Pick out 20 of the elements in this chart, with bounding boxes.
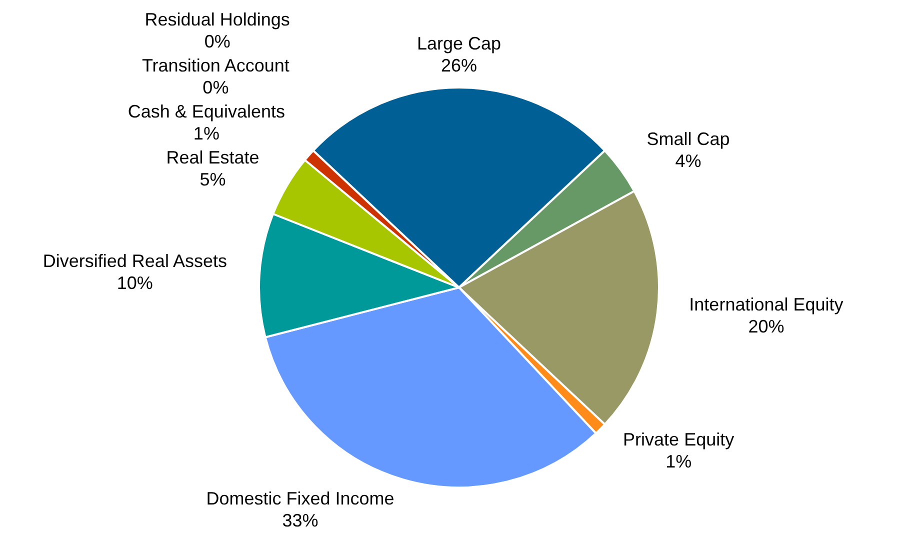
data-label: 20% (748, 316, 784, 337)
data-label: 33% (282, 510, 318, 530)
data-label: 5% (200, 169, 226, 190)
slice-label: Real Estate (166, 147, 260, 168)
data-label: 4% (675, 151, 702, 172)
slice-label: Large Cap (416, 33, 502, 54)
slice-label: Private Equity (623, 430, 734, 450)
category-label: Residual Holdings (144, 9, 290, 30)
data-label: 1% (666, 452, 692, 472)
slice-label: Cash & Equivalents (128, 101, 285, 122)
slice-label: Small Cap (646, 129, 730, 150)
category-label: Transition Account (142, 55, 290, 76)
data-label: 10% (116, 272, 153, 293)
slice-label: Domestic Fixed Income (206, 488, 394, 508)
data-label: 1% (193, 123, 220, 144)
text: 0% (204, 31, 230, 52)
slice-label: International Equity (689, 294, 844, 315)
data-label: 26% (440, 55, 478, 76)
slice-label: Diversified Real Assets (42, 250, 227, 271)
text: 0% (202, 77, 229, 98)
